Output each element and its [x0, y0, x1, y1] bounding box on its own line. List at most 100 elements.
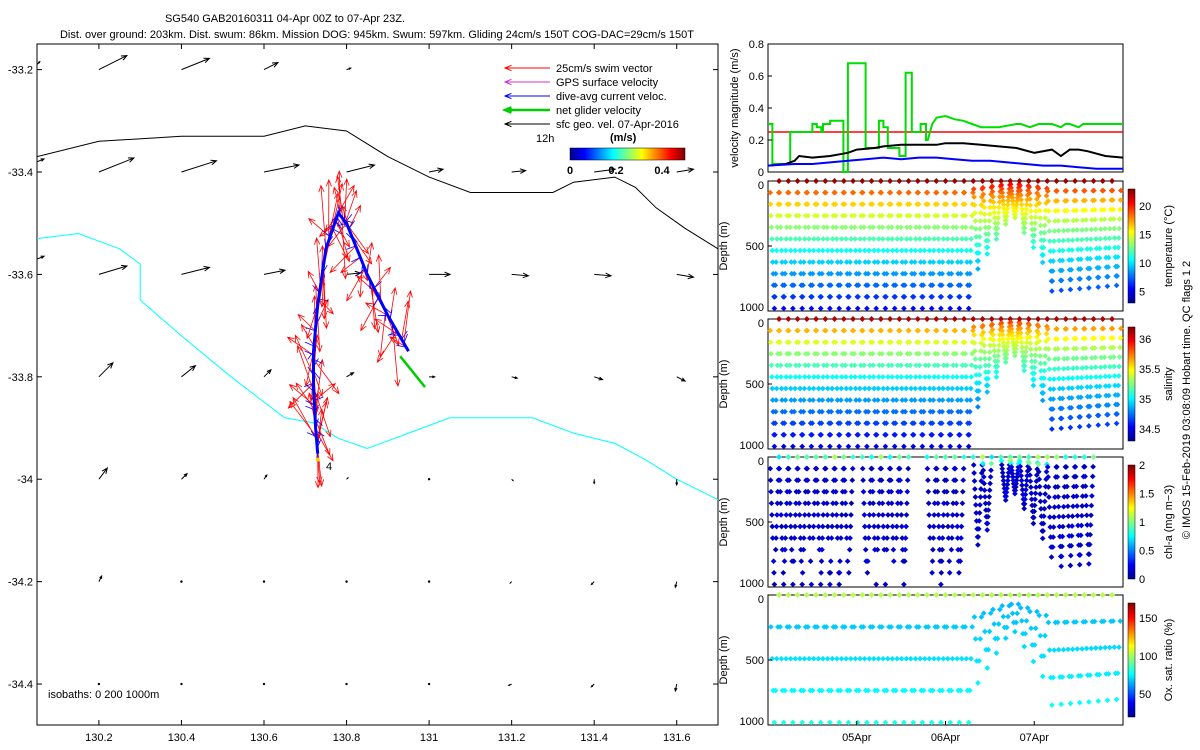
data-point	[1044, 178, 1051, 184]
geo-vector	[263, 163, 301, 173]
data-point	[894, 512, 901, 518]
data-point	[954, 385, 961, 392]
data-point	[1089, 483, 1096, 490]
data-point	[940, 385, 946, 392]
data-point	[987, 474, 994, 480]
data-point	[850, 316, 856, 322]
swim-vector	[392, 323, 401, 388]
data-point	[851, 212, 858, 219]
data-point	[943, 488, 950, 495]
data-point	[970, 316, 977, 322]
data-point	[1018, 339, 1025, 346]
data-point	[832, 465, 838, 472]
data-point	[777, 500, 784, 507]
data-point	[1050, 524, 1057, 530]
data-point	[1105, 671, 1112, 677]
data-point	[781, 431, 787, 438]
data-point	[1083, 236, 1090, 243]
data-point	[991, 215, 998, 221]
data-point	[896, 592, 903, 598]
data-point	[825, 535, 832, 541]
data-point	[1047, 386, 1054, 392]
data-point	[898, 362, 904, 369]
data-point	[882, 581, 889, 588]
data-point	[963, 385, 970, 392]
data-point	[998, 454, 1004, 460]
data-point	[930, 408, 936, 415]
data-point	[887, 592, 893, 598]
data-point	[1074, 646, 1081, 652]
data-point	[991, 342, 997, 349]
data-point	[1000, 339, 1007, 346]
data-point	[1003, 217, 1009, 224]
data-point	[813, 465, 820, 472]
data-point	[849, 465, 856, 472]
data-point	[828, 259, 835, 265]
data-point	[782, 247, 789, 254]
data-point	[957, 420, 964, 427]
data-point	[938, 581, 944, 588]
data-point	[1087, 672, 1093, 679]
data-point	[1059, 674, 1066, 680]
data-point	[986, 493, 993, 500]
data-point	[885, 374, 891, 380]
data-point	[802, 362, 809, 369]
data-point	[875, 385, 882, 392]
data-point	[839, 362, 846, 369]
data-point	[852, 655, 859, 662]
data-point	[891, 719, 898, 726]
data-point	[1030, 376, 1037, 383]
data-point	[824, 374, 831, 380]
data-point	[949, 523, 956, 530]
geo-vector	[590, 581, 595, 586]
data-point	[1014, 610, 1021, 617]
data-point	[1065, 237, 1072, 244]
data-point	[806, 385, 813, 392]
data-point	[846, 687, 853, 694]
data-point	[1046, 514, 1053, 520]
data-point	[934, 488, 941, 495]
data-point	[940, 247, 946, 254]
data-point	[1086, 403, 1093, 410]
data-point	[907, 374, 914, 380]
data-point	[829, 385, 835, 392]
data-point	[904, 362, 910, 369]
data-point	[1073, 483, 1080, 490]
data-point	[1109, 187, 1116, 194]
data-point	[1060, 503, 1067, 510]
data-point	[1078, 374, 1085, 381]
data-point	[1087, 255, 1094, 262]
data-point	[905, 465, 912, 472]
data-point	[1081, 463, 1088, 470]
data-point	[811, 374, 817, 380]
data-point	[1110, 344, 1117, 351]
data-point	[952, 477, 959, 484]
data-point	[985, 369, 992, 375]
data-point	[912, 655, 919, 662]
data-point	[870, 500, 877, 507]
data-point	[767, 201, 774, 208]
data-point	[980, 460, 986, 467]
data-point	[878, 477, 885, 484]
data-point	[1054, 188, 1060, 194]
data-point	[971, 194, 977, 200]
data-point	[989, 188, 996, 195]
data-point	[873, 293, 880, 300]
data-point	[824, 385, 831, 392]
data-point	[901, 420, 908, 427]
geo-vector	[346, 476, 349, 480]
data-point	[963, 655, 970, 662]
data-point	[864, 558, 871, 565]
data-point	[838, 259, 844, 265]
data-point	[975, 266, 981, 272]
data-point	[768, 224, 775, 231]
data-point	[815, 385, 822, 392]
current-vector	[305, 327, 316, 332]
data-point	[1090, 463, 1096, 470]
data-point	[1095, 698, 1102, 704]
data-point	[857, 655, 863, 662]
data-point	[947, 293, 954, 300]
data-point	[796, 374, 803, 380]
data-point	[995, 347, 1002, 354]
